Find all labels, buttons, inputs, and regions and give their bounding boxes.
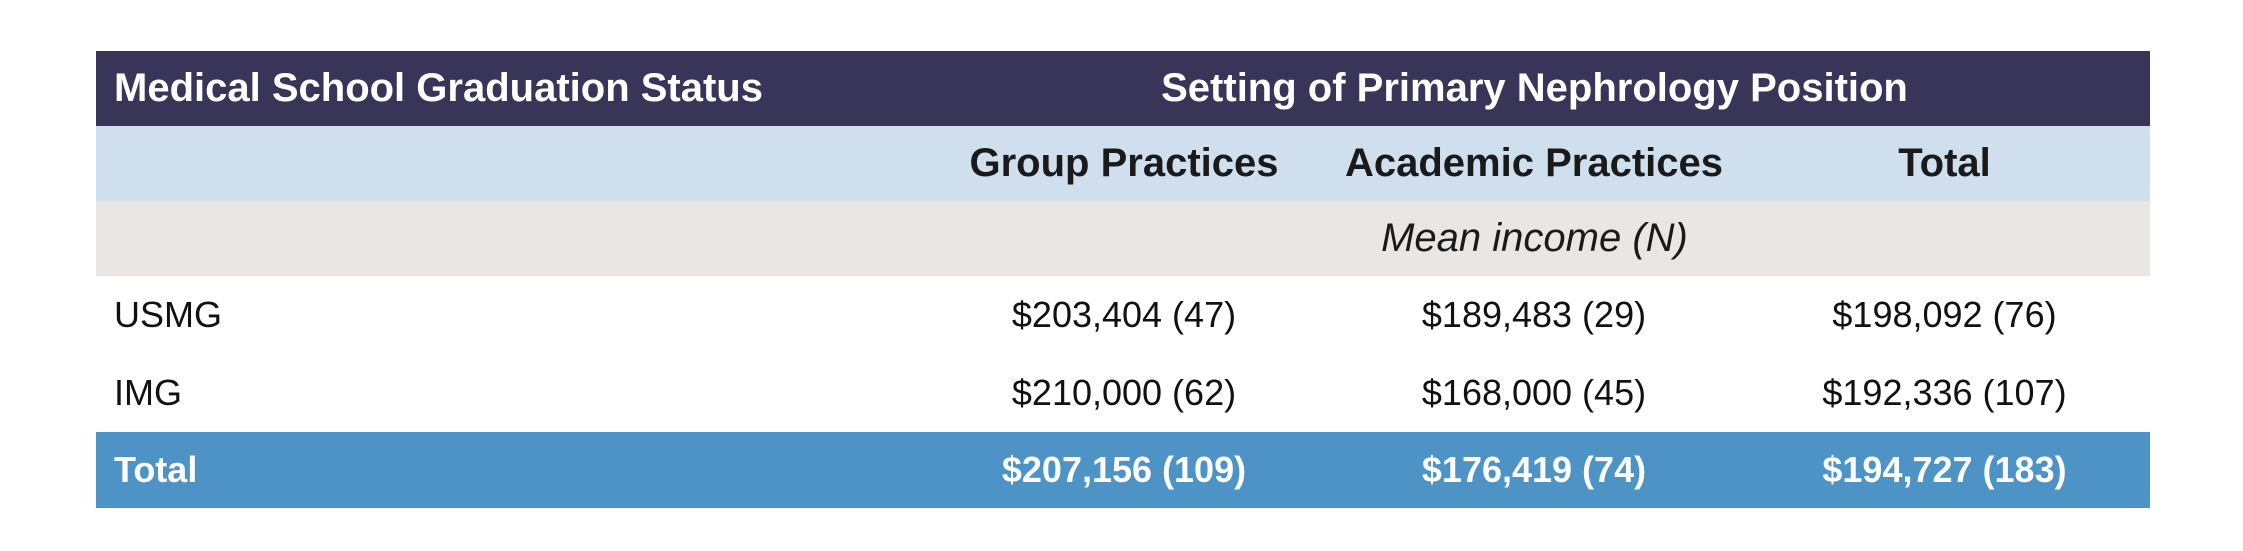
row-label-usmg: USMG bbox=[114, 294, 222, 335]
row-label-total: Total bbox=[114, 449, 198, 490]
cell-total-total: $194,727 (183) bbox=[1822, 449, 2067, 490]
table-title-row: Medical School Graduation Status Setting… bbox=[96, 51, 2150, 126]
cell-usmg-academic: $189,483 (29) bbox=[1421, 294, 1647, 335]
table-row: IMG $210,000 (62) $168,000 (45) $192,336… bbox=[96, 354, 2150, 432]
row-label-img: IMG bbox=[114, 372, 182, 413]
cell-img-academic: $168,000 (45) bbox=[1421, 372, 1647, 413]
subheader-mean-income: Mean income (N) bbox=[1381, 216, 1688, 260]
total-row: Total $207,156 (109) $176,419 (74) $194,… bbox=[96, 432, 2150, 508]
cell-total-group: $207,156 (109) bbox=[1001, 449, 1247, 490]
column-header-total: Total bbox=[1898, 141, 1991, 185]
column-header-group-practices: Group Practices bbox=[969, 141, 1279, 185]
column-header-academic-practices: Academic Practices bbox=[1344, 141, 1723, 185]
cell-img-group: $210,000 (62) bbox=[1011, 372, 1237, 413]
column-header-row: Group Practices Academic Practices Total bbox=[96, 126, 2150, 201]
cell-total-academic: $176,419 (74) bbox=[1421, 449, 1647, 490]
subheader-row: Mean income (N) bbox=[96, 201, 2150, 276]
income-table: Medical School Graduation Status Setting… bbox=[96, 51, 2150, 508]
table-row: USMG $203,404 (47) $189,483 (29) $198,09… bbox=[96, 276, 2150, 354]
row-header-title: Medical School Graduation Status bbox=[114, 66, 763, 110]
column-group-title: Setting of Primary Nephrology Position bbox=[1161, 66, 1908, 110]
cell-img-total: $192,336 (107) bbox=[1822, 372, 2067, 413]
cell-usmg-group: $203,404 (47) bbox=[1011, 294, 1237, 335]
cell-usmg-total: $198,092 (76) bbox=[1832, 294, 2057, 335]
